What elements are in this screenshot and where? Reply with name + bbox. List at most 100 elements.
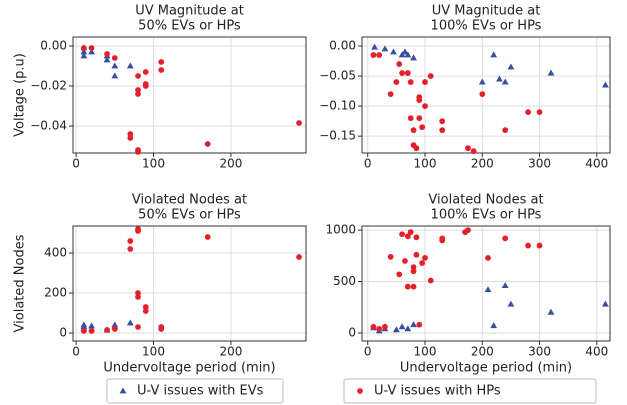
triangle-marker bbox=[478, 78, 486, 85]
circle-marker bbox=[158, 324, 165, 330]
circle-marker bbox=[439, 237, 446, 244]
x-axis-label: Undervoltage period (min) bbox=[400, 361, 572, 376]
subplot-title: 100% EVs or HPs bbox=[431, 208, 542, 223]
circle-marker bbox=[416, 115, 423, 122]
subplot-title: 50% EVs or HPs bbox=[138, 19, 241, 34]
circle-marker bbox=[407, 79, 414, 85]
triangle-marker bbox=[103, 56, 111, 63]
triangle-marker bbox=[602, 81, 609, 88]
circle-marker bbox=[419, 260, 426, 266]
circle-marker bbox=[296, 254, 302, 260]
x-tick-label: 200 bbox=[471, 157, 494, 171]
triangle-marker bbox=[80, 48, 88, 55]
x-tick-label: 100 bbox=[414, 345, 437, 359]
circle-marker bbox=[422, 254, 428, 261]
circle-marker bbox=[80, 328, 87, 334]
triangle-marker bbox=[398, 323, 406, 330]
x-tick-label: 200 bbox=[219, 157, 242, 171]
triangle-marker bbox=[80, 52, 88, 59]
subplot-title: 50% EVs or HPs bbox=[138, 208, 241, 223]
circle-marker bbox=[410, 268, 417, 275]
circle-marker bbox=[413, 145, 420, 152]
x-tick-label: 300 bbox=[528, 157, 551, 171]
y-tick-label: −0.15 bbox=[319, 129, 356, 143]
circle-marker bbox=[393, 79, 400, 85]
plot-frame bbox=[361, 36, 611, 154]
circle-marker bbox=[382, 323, 388, 330]
circle-marker bbox=[479, 91, 486, 97]
circle-marker bbox=[142, 308, 149, 314]
circle-marker bbox=[135, 73, 141, 79]
triangle-marker bbox=[404, 51, 412, 58]
y-axis-label: Voltage (p.u) bbox=[13, 53, 28, 137]
circle-marker bbox=[135, 294, 141, 300]
triangle-marker bbox=[501, 282, 509, 289]
circle-marker bbox=[135, 91, 141, 97]
subplot-title: 100% EVs or HPs bbox=[431, 19, 542, 34]
circle-marker bbox=[399, 70, 405, 76]
triangle-marker bbox=[80, 323, 88, 330]
circle-marker bbox=[413, 251, 420, 258]
triangle-marker bbox=[392, 326, 400, 333]
circle-marker bbox=[370, 323, 377, 330]
circle-marker bbox=[485, 254, 491, 261]
circle-marker bbox=[357, 388, 363, 394]
triangle-marker bbox=[111, 62, 119, 69]
circle-marker bbox=[396, 271, 403, 278]
circle-marker bbox=[104, 327, 110, 333]
y-tick-label: −0.02 bbox=[30, 79, 67, 93]
circle-marker bbox=[427, 73, 434, 79]
x-tick-label: 400 bbox=[585, 157, 608, 171]
triangle-marker bbox=[126, 62, 134, 69]
circle-marker bbox=[502, 235, 509, 242]
circle-marker bbox=[413, 234, 420, 241]
y-tick-label: 0.00 bbox=[40, 39, 67, 53]
circle-marker bbox=[439, 127, 446, 134]
y-tick-label: 0 bbox=[348, 325, 356, 339]
circle-marker bbox=[135, 87, 141, 93]
x-tick-label: 100 bbox=[414, 157, 437, 171]
triangle-marker bbox=[401, 48, 409, 55]
circle-marker bbox=[399, 231, 405, 238]
circle-marker bbox=[142, 83, 149, 89]
circle-marker bbox=[410, 264, 417, 271]
circle-marker bbox=[525, 242, 531, 249]
circle-marker bbox=[439, 118, 446, 125]
triangle-marker bbox=[602, 300, 609, 307]
circle-marker bbox=[135, 324, 141, 330]
subplot-title: UV Magnitude at bbox=[135, 4, 244, 19]
circle-marker bbox=[404, 70, 411, 76]
circle-marker bbox=[88, 45, 95, 51]
circle-marker bbox=[158, 59, 165, 65]
x-tick-label: 400 bbox=[585, 345, 608, 359]
x-tick-label: 0 bbox=[364, 157, 372, 171]
circle-marker bbox=[525, 109, 531, 116]
circle-marker bbox=[135, 149, 141, 155]
y-tick-label: 400 bbox=[44, 246, 67, 260]
circle-marker bbox=[158, 67, 165, 73]
y-tick-label: 500 bbox=[333, 274, 356, 288]
circle-marker bbox=[536, 109, 543, 116]
circle-marker bbox=[111, 55, 118, 61]
triangle-marker bbox=[111, 321, 119, 328]
circle-marker bbox=[407, 229, 414, 236]
legend-label: U-V issues with HPs bbox=[374, 384, 501, 399]
x-tick-label: 0 bbox=[72, 157, 80, 171]
circle-marker bbox=[370, 52, 377, 58]
circle-marker bbox=[127, 246, 134, 252]
x-tick-label: 200 bbox=[219, 345, 242, 359]
circle-marker bbox=[376, 325, 383, 332]
x-tick-label: 0 bbox=[72, 345, 80, 359]
circle-marker bbox=[127, 135, 134, 141]
x-tick-label: 300 bbox=[528, 345, 551, 359]
subplot-title: UV Magnitude at bbox=[432, 4, 541, 19]
circle-marker bbox=[396, 61, 403, 67]
circle-marker bbox=[111, 326, 118, 332]
y-tick-label: −0.05 bbox=[319, 69, 356, 83]
circle-marker bbox=[387, 91, 394, 97]
triangle-marker bbox=[496, 75, 503, 82]
circle-marker bbox=[404, 233, 411, 240]
y-tick-label: 0.00 bbox=[329, 39, 356, 53]
circle-marker bbox=[407, 115, 414, 122]
legend-box bbox=[106, 378, 284, 404]
